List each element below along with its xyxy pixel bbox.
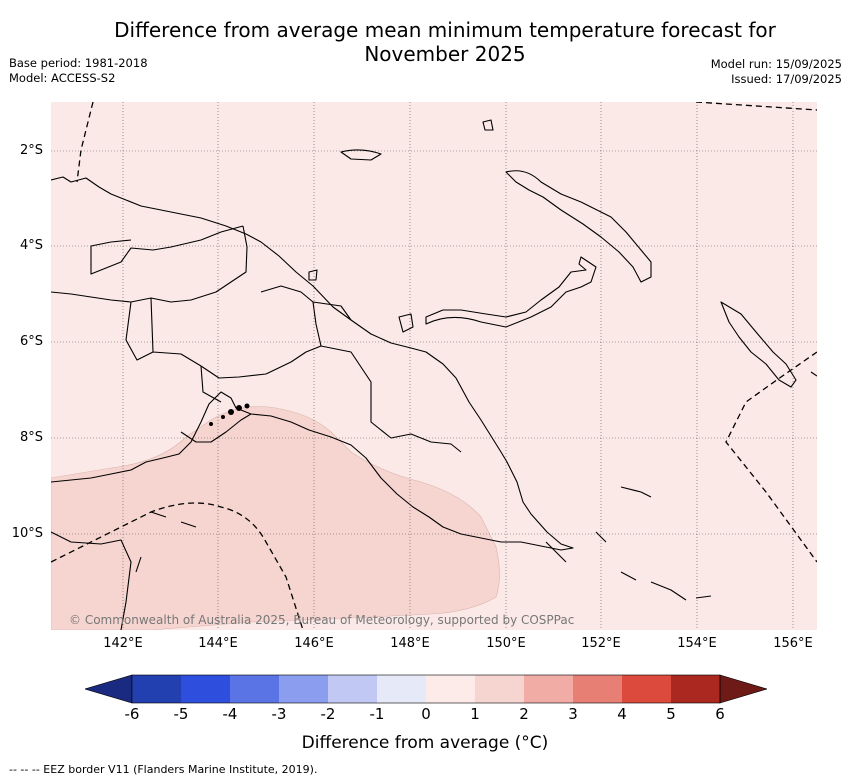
- colorbar-bin: [328, 675, 377, 703]
- colorbar-tick: -5: [173, 705, 189, 723]
- colorbar-bin: [573, 675, 622, 703]
- gulf-coast: [180, 413, 252, 443]
- gridlines: [51, 102, 817, 630]
- island-b: [398, 313, 414, 333]
- solomon-islands: [810, 371, 817, 377]
- island-c: [308, 269, 318, 281]
- lat-label: 4°S: [19, 238, 43, 253]
- eez-legend: -- -- -- EEZ border V11 (Flanders Marine…: [9, 763, 318, 776]
- forecast-map: [51, 102, 817, 630]
- lon-label: 156°E: [773, 636, 813, 651]
- new-britain: [425, 256, 597, 328]
- colorbar-bin: [622, 675, 671, 703]
- bougainville: [720, 301, 797, 388]
- colorbar-bin: [279, 675, 328, 703]
- colorbar-bin: [671, 675, 720, 703]
- colorbar-bin: [524, 675, 573, 703]
- new-guinea-coast: [51, 176, 574, 551]
- colorbar-bin: [377, 675, 426, 703]
- lat-label: 2°S: [19, 143, 43, 158]
- lon-label: 154°E: [677, 636, 717, 651]
- model-run-text: Model run: 15/09/2025: [710, 57, 842, 71]
- colorbar-tick: 1: [470, 705, 480, 723]
- colorbar-arrow-high: [719, 674, 767, 704]
- base-period-text: Base period: 1981-2018: [9, 56, 148, 70]
- lon-label: 144°E: [198, 636, 238, 651]
- colorbar-tick: 2: [519, 705, 529, 723]
- dentrecasteaux: [545, 531, 637, 581]
- colorbar-bin: [475, 675, 524, 703]
- issued-text: Issued: 17/09/2025: [731, 72, 842, 86]
- colorbar-tick: -2: [320, 705, 336, 723]
- colorbar-bin: [181, 675, 230, 703]
- lat-label: 8°S: [19, 430, 43, 445]
- lon-label: 148°E: [390, 636, 430, 651]
- louisiade: [620, 486, 712, 601]
- lat-label: 6°S: [19, 334, 43, 349]
- lon-label: 152°E: [581, 636, 621, 651]
- colorbar-tick: 3: [568, 705, 578, 723]
- land-outlines: [51, 119, 817, 630]
- copyright-text: © Commonwealth of Australia 2025, Bureau…: [69, 613, 575, 627]
- colorbar-tick: -6: [124, 705, 140, 723]
- warm-anomaly-region: [51, 406, 500, 630]
- island-a: [482, 119, 494, 131]
- colorbar-tick: -1: [369, 705, 385, 723]
- lon-label: 146°E: [294, 636, 334, 651]
- map-title: Difference from average mean minimum tem…: [114, 18, 776, 66]
- colorbar-tick: -3: [271, 705, 287, 723]
- colorbar-bin: [230, 675, 279, 703]
- meta-left: Base period: 1981-2018 Model: ACCESS-S2: [9, 56, 148, 86]
- colorbar-bin: [426, 675, 475, 703]
- australia-coast: [51, 531, 132, 630]
- colorbar: [85, 674, 767, 704]
- gulf-islets: [209, 403, 250, 426]
- colorbar-arrow-low: [85, 674, 133, 704]
- colorbar-bin: [132, 675, 181, 703]
- new-ireland: [505, 170, 652, 283]
- province-borders: [51, 225, 462, 453]
- colorbar-tick: 6: [715, 705, 725, 723]
- colorbar-tick: -4: [222, 705, 238, 723]
- model-text: Model: ACCESS-S2: [9, 71, 116, 85]
- colorbar-tick: 5: [666, 705, 676, 723]
- torres-islands: [135, 511, 197, 573]
- manus-island: [340, 149, 382, 161]
- lon-label: 142°E: [103, 636, 143, 651]
- meta-right: Model run: 15/09/2025 Issued: 17/09/2025: [711, 57, 842, 87]
- eez-borders: [51, 102, 817, 630]
- colorbar-tick: 0: [421, 705, 431, 723]
- colorbar-label: Difference from average (°C): [301, 733, 549, 753]
- lat-label: 10°S: [11, 526, 43, 541]
- colorbar-tick: 4: [617, 705, 627, 723]
- lon-label: 150°E: [486, 636, 526, 651]
